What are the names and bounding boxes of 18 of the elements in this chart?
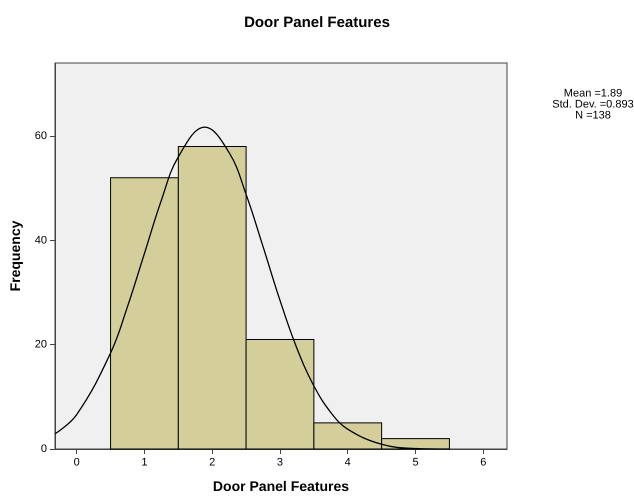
text: Mean =1.89 xyxy=(564,88,622,100)
x-tick-label: 2 xyxy=(209,456,216,468)
y-tick-label: 0 xyxy=(40,443,47,455)
x-tick-label: 4 xyxy=(344,456,351,468)
chart-title: Door Panel Features xyxy=(244,14,390,31)
x-tick-label: 1 xyxy=(141,456,148,468)
x-tick-label: 3 xyxy=(276,456,284,468)
x-axis-title: Door Panel Features xyxy=(212,478,350,494)
y-tick-label: 60 xyxy=(34,130,47,142)
x-tick-label: 6 xyxy=(480,456,486,468)
text: Std. Dev. =0.893 xyxy=(552,98,634,110)
x-tick-label: 5 xyxy=(412,456,419,468)
y-tick-label: 40 xyxy=(34,234,47,246)
y-tick-label: 20 xyxy=(34,338,47,351)
x-tick-label: 0 xyxy=(74,456,80,468)
text: N =138 xyxy=(575,110,611,122)
y-axis-title: Frequency xyxy=(7,220,23,292)
line-series xyxy=(54,126,450,450)
